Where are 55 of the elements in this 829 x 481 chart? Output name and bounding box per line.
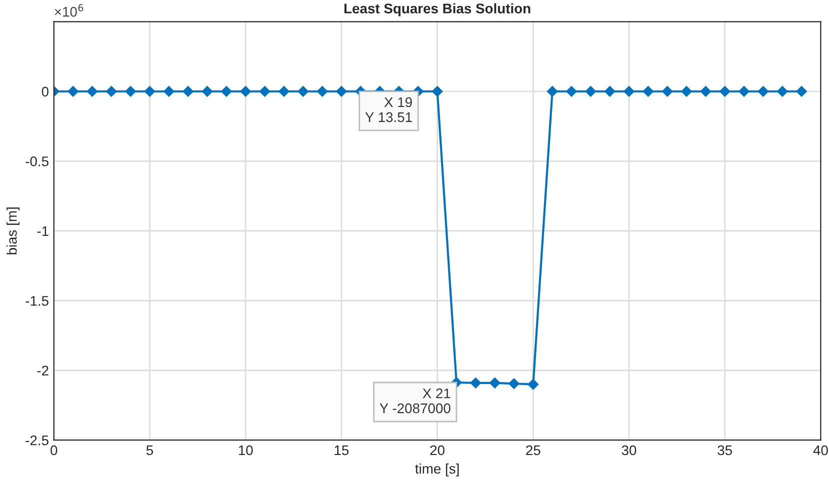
- y-tick-label: -1.5: [26, 296, 48, 306]
- point: [546, 86, 558, 97]
- point: [662, 86, 673, 97]
- point: [738, 86, 750, 97]
- point: [86, 86, 98, 97]
- y-tick-label: 0: [42, 86, 48, 97]
- point: [220, 86, 232, 97]
- point: [796, 86, 807, 97]
- point: [528, 378, 539, 390]
- point: [681, 86, 692, 97]
- point: [700, 86, 712, 97]
- text: ×10$^{6}$: [54, 4, 84, 17]
- point: [604, 86, 616, 97]
- point: [240, 86, 252, 97]
- point: [508, 378, 520, 390]
- x-tick-label: 20: [430, 445, 444, 456]
- y-axis-title: bias [m]: [6, 208, 20, 254]
- point: [642, 86, 654, 97]
- point: [432, 86, 443, 97]
- x-tick-label: 0: [50, 445, 58, 456]
- y-tick-label: -0.5: [26, 156, 48, 166]
- point: [566, 86, 577, 97]
- point: [125, 86, 136, 97]
- y-tick-label: -2.5: [26, 435, 48, 446]
- point: [336, 86, 347, 97]
- y-tick-label: -1: [37, 226, 48, 236]
- x-tick-label: 25: [526, 445, 540, 456]
- point: [470, 377, 482, 388]
- point: [68, 86, 78, 97]
- x-tick-label: 35: [718, 445, 732, 456]
- annotation: X 21 Y -2087000: [380, 388, 450, 414]
- point: [585, 86, 596, 97]
- x-tick-label: 15: [334, 445, 349, 456]
- point: [489, 377, 500, 388]
- point: [316, 86, 328, 97]
- point: [624, 86, 634, 97]
- point: [298, 86, 309, 97]
- chart-title: Least Squares Bias Solution: [344, 3, 530, 16]
- point: [202, 86, 213, 97]
- annotation: X 19 Y 13.51: [365, 97, 412, 122]
- x-axis-title: time [s]: [415, 463, 459, 476]
- point: [278, 86, 290, 97]
- x-tick-label: 40: [813, 445, 828, 456]
- x-tick-label: 30: [622, 445, 636, 456]
- x-tick-label: 10: [238, 445, 253, 456]
- point: [106, 86, 117, 97]
- point: [776, 86, 788, 97]
- point: [163, 86, 174, 97]
- point: [259, 86, 270, 97]
- point: [144, 86, 156, 97]
- point: [719, 86, 730, 97]
- y-tick-label: -2: [37, 366, 48, 376]
- point: [758, 86, 769, 97]
- x-tick-label: 5: [146, 445, 154, 456]
- point: [182, 86, 194, 97]
